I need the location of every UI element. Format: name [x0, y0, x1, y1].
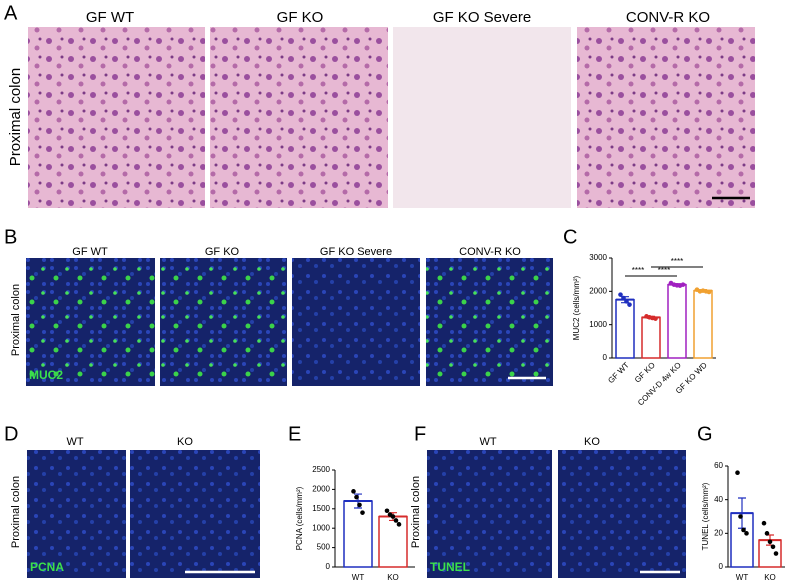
sig-label: ****	[671, 257, 683, 266]
micrograph	[393, 27, 571, 208]
micrograph	[27, 450, 126, 578]
panel-letter: E	[288, 423, 301, 445]
stain-label: TUNEL	[430, 560, 470, 574]
data-point	[767, 539, 773, 545]
x-tick-label: KO	[764, 573, 776, 582]
panel-letter: A	[4, 2, 18, 24]
data-point	[354, 494, 359, 500]
data-point	[738, 514, 743, 519]
data-point	[357, 502, 362, 508]
image-title: GF KO	[277, 9, 324, 26]
y-tick-label: 20	[714, 528, 723, 537]
image-title: KO	[177, 436, 193, 448]
x-tick-label: WT	[736, 573, 749, 582]
stain-label: MUC2	[29, 368, 63, 382]
row-label: Proximal colon	[10, 476, 22, 548]
x-tick-label: GF WT	[606, 360, 631, 385]
image-title: KO	[584, 436, 600, 448]
panel-letter: C	[563, 226, 577, 248]
image-title: WT	[479, 436, 496, 448]
bar	[378, 515, 408, 568]
sig-label: ****	[658, 266, 670, 275]
data-point	[396, 522, 402, 527]
micrograph	[577, 27, 755, 208]
data-point	[393, 518, 399, 523]
micrograph	[426, 258, 553, 386]
data-point	[735, 470, 740, 476]
y-tick-label: 1000	[312, 523, 330, 532]
micrograph	[130, 450, 260, 578]
data-point	[618, 292, 623, 297]
micrograph	[558, 450, 686, 578]
y-tick-label: 1000	[589, 320, 607, 329]
micrograph	[210, 27, 388, 208]
data-point	[764, 531, 770, 536]
y-axis-label: MUC2 (cells/mm²)	[572, 275, 581, 340]
panel-letter: B	[4, 226, 17, 248]
data-point	[351, 489, 356, 494]
x-tick-label: GF KO	[633, 361, 657, 385]
stain-label: PCNA	[30, 560, 64, 574]
data-point	[360, 510, 365, 515]
x-tick-label: WT	[352, 573, 365, 582]
bar	[641, 316, 661, 359]
micrograph	[292, 258, 420, 386]
image-title: WT	[66, 436, 83, 448]
micrograph	[427, 450, 552, 578]
micrograph	[160, 258, 287, 386]
data-point	[621, 295, 626, 301]
y-tick-label: 0	[719, 562, 724, 571]
bar	[693, 289, 713, 359]
data-point	[706, 289, 712, 295]
image-title: CONV-R KO	[459, 246, 521, 258]
data-point	[680, 282, 686, 287]
y-axis-label: TUNEL (cells/mm²)	[701, 482, 710, 550]
data-point	[624, 299, 629, 304]
panel-letter: F	[414, 423, 426, 445]
image-title: GF KO Severe	[433, 9, 531, 26]
data-point	[390, 514, 396, 519]
image-title: GF WT	[72, 246, 108, 258]
bar	[615, 298, 635, 359]
y-axis-label: PCNA (cells/mm²)	[295, 486, 304, 550]
bar	[667, 283, 687, 359]
y-tick-label: 1500	[312, 504, 330, 513]
y-tick-label: 0	[603, 353, 608, 362]
data-point	[384, 508, 390, 514]
data-point	[773, 551, 779, 556]
data-point	[761, 520, 767, 526]
micrograph	[28, 27, 205, 208]
bar	[343, 500, 373, 568]
panel-letter: D	[4, 423, 18, 445]
y-tick-label: 40	[714, 495, 723, 504]
y-tick-label: 2000	[312, 485, 330, 494]
panel-letter: G	[697, 423, 713, 445]
y-tick-label: 2500	[312, 465, 330, 474]
y-tick-label: 60	[714, 461, 723, 470]
row-label: Proximal colon	[410, 476, 422, 548]
y-tick-label: 2000	[589, 286, 607, 295]
data-point	[744, 531, 749, 536]
sig-label: ****	[632, 266, 644, 275]
y-tick-label: 0	[326, 562, 331, 571]
y-tick-label: 500	[317, 543, 331, 552]
image-title: GF KO Severe	[320, 246, 392, 258]
row-label: Proximal colon	[10, 284, 22, 356]
y-tick-label: 3000	[589, 253, 607, 262]
image-title: GF WT	[86, 9, 134, 26]
row-label: Proximal colon	[7, 68, 24, 166]
micrograph	[26, 258, 155, 386]
data-point	[653, 316, 658, 321]
data-point	[770, 544, 776, 550]
image-title: CONV-R KO	[626, 9, 710, 26]
x-tick-label: KO	[387, 573, 399, 582]
data-point	[627, 302, 632, 307]
image-title: GF KO	[205, 246, 240, 258]
data-point	[741, 527, 746, 533]
